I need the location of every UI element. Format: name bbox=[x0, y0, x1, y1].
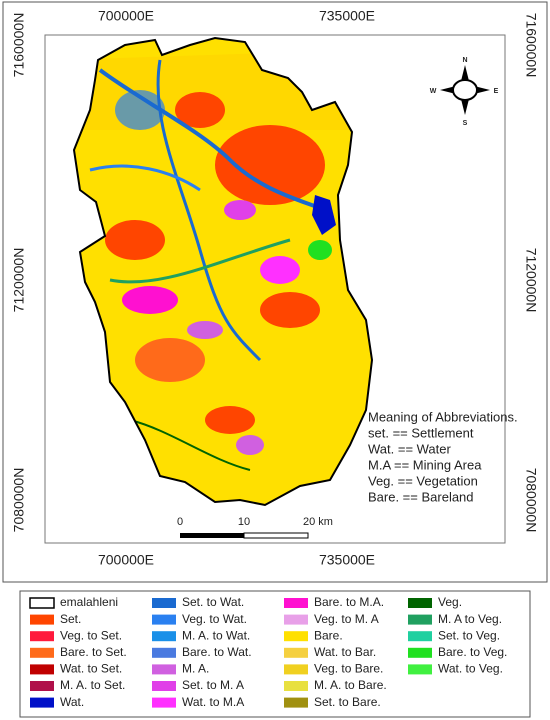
legend-swatch bbox=[284, 631, 308, 642]
left-coordinate: 7120000N bbox=[11, 248, 27, 313]
abbreviation-line: Bare. == Bareland bbox=[368, 489, 474, 504]
legend-swatch bbox=[408, 598, 432, 608]
legend-swatch bbox=[152, 697, 176, 708]
scale-label: 20 km bbox=[303, 516, 333, 528]
legend-swatch bbox=[152, 647, 176, 658]
legend-label: Bare. to Set. bbox=[60, 645, 127, 659]
land-cover bbox=[74, 38, 372, 505]
legend-label: Wat. to Set. bbox=[60, 662, 122, 676]
legend-swatch bbox=[30, 647, 54, 658]
abbreviation-line: M.A == Mining Area bbox=[368, 457, 482, 472]
legend-label: Set. to Wat. bbox=[182, 595, 244, 609]
scale-label: 0 bbox=[177, 516, 183, 528]
abbreviation-line: set. == Settlement bbox=[368, 425, 474, 440]
abbreviations: Meaning of Abbreviations.set. == Settlem… bbox=[368, 409, 518, 504]
legend-swatch bbox=[152, 681, 176, 691]
legend-swatch bbox=[152, 598, 176, 608]
compass-letter: E bbox=[494, 88, 499, 95]
compass-letter: W bbox=[430, 88, 437, 95]
legend-label: Veg. to M. A bbox=[314, 612, 379, 626]
legend: emalahleni Set. Veg. to Set. Bare. to Set. W… bbox=[29, 595, 507, 709]
map-frame bbox=[2, 1, 548, 583]
legend-label: Set. to Bare. bbox=[314, 695, 381, 709]
legend-label: Bare. to M.A. bbox=[314, 595, 384, 609]
legend-swatch bbox=[284, 598, 308, 608]
legend-label: Set. bbox=[60, 612, 81, 626]
scale-bar: 0 10 20 km bbox=[177, 516, 333, 539]
legend-swatch bbox=[408, 647, 432, 658]
legend-label: Bare. to Wat. bbox=[182, 645, 252, 659]
right-coordinate: 7120000N bbox=[523, 248, 539, 313]
legend-label: M. A. to Bare. bbox=[314, 678, 387, 692]
legend-label: M. A to Veg. bbox=[438, 612, 502, 626]
legend-swatch bbox=[30, 697, 54, 708]
legend-label: Set. to M. A bbox=[182, 678, 244, 692]
top-coordinate: 700000E bbox=[98, 8, 154, 24]
abbreviation-line: Wat. == Water bbox=[368, 441, 452, 456]
left-coordinate: 7080000N bbox=[11, 468, 27, 533]
legend-swatch bbox=[284, 614, 308, 625]
legend-swatch bbox=[30, 664, 54, 675]
legend-box bbox=[19, 590, 531, 718]
legend-swatch bbox=[284, 681, 308, 691]
legend-swatch bbox=[30, 631, 54, 642]
legend-label: Veg. bbox=[438, 595, 462, 609]
legend-swatch bbox=[284, 647, 308, 658]
legend-swatch bbox=[30, 614, 54, 625]
legend-label: Bare. bbox=[314, 628, 343, 642]
legend-swatch bbox=[152, 614, 176, 625]
legend-label: emalahleni bbox=[60, 595, 118, 609]
legend-label: M. A. to Set. bbox=[60, 678, 125, 692]
legend-label: Wat. bbox=[60, 695, 84, 709]
legend-label: Set. to Veg. bbox=[438, 628, 500, 642]
scale-label: 10 bbox=[238, 516, 250, 528]
legend-label: Veg. to Bare. bbox=[314, 662, 383, 676]
bottom-coordinate: 735000E bbox=[319, 552, 375, 568]
legend-swatch bbox=[152, 664, 176, 675]
legend-label: Veg. to Wat. bbox=[182, 612, 247, 626]
legend-swatch bbox=[284, 664, 308, 675]
left-coordinate: 7160000N bbox=[11, 13, 27, 78]
legend-swatch bbox=[408, 614, 432, 625]
compass-letter: N bbox=[462, 57, 467, 64]
legend-swatch bbox=[152, 631, 176, 642]
legend-swatch bbox=[29, 597, 55, 609]
legend-label: Wat. to Bar. bbox=[314, 645, 376, 659]
boundary bbox=[72, 36, 374, 507]
legend-label: M. A. to Wat. bbox=[182, 628, 250, 642]
right-coordinate: 7160000N bbox=[523, 13, 539, 78]
legend-label: Bare. to Veg. bbox=[438, 645, 507, 659]
legend-label: Wat. to M.A bbox=[182, 695, 244, 709]
legend-label: Veg. to Set. bbox=[60, 628, 122, 642]
compass: N E S W bbox=[430, 57, 499, 127]
right-coordinate: 7080000N bbox=[523, 468, 539, 533]
legend-label: M. A. bbox=[182, 662, 209, 676]
top-coordinate: 735000E bbox=[319, 8, 375, 24]
legend-swatch bbox=[30, 681, 54, 691]
abbreviation-line: Meaning of Abbreviations. bbox=[368, 409, 518, 424]
legend-swatch bbox=[408, 664, 432, 675]
bottom-coordinate: 700000E bbox=[98, 552, 154, 568]
abbreviation-line: Veg. == Vegetation bbox=[368, 473, 478, 488]
legend-swatch bbox=[284, 697, 308, 708]
legend-swatch bbox=[408, 631, 432, 642]
legend-label: Wat. to Veg. bbox=[438, 662, 503, 676]
compass-letter: S bbox=[463, 120, 468, 127]
map-inner-frame bbox=[44, 34, 506, 544]
